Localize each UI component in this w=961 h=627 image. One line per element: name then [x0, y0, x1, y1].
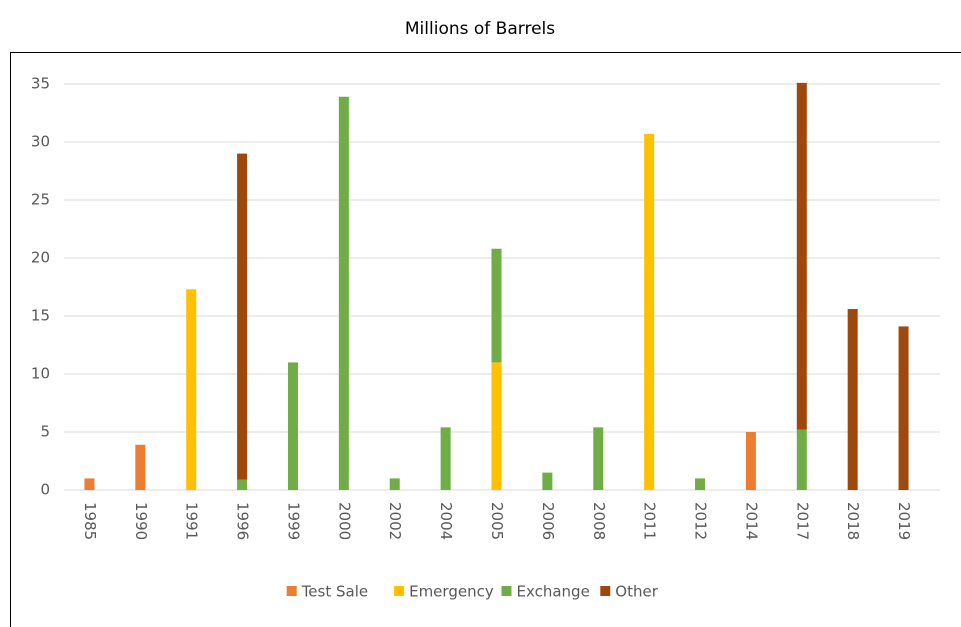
x-tick-label: 1999	[284, 502, 302, 540]
x-tick-label: 2004	[437, 502, 455, 540]
bar-segment	[847, 309, 858, 490]
bar-segment	[84, 478, 95, 490]
x-tick-label: 2018	[844, 502, 862, 540]
bar-segment	[186, 289, 197, 490]
legend-swatch	[286, 586, 297, 596]
bar-segment	[237, 153, 248, 480]
x-tick-label: 1991	[183, 502, 201, 540]
x-tick-label: 1996	[234, 502, 252, 540]
legend-swatch	[600, 586, 611, 596]
x-tick-label: 2011	[641, 502, 659, 540]
x-tick-label: 2012	[692, 502, 710, 540]
bar-segment	[898, 326, 909, 490]
chart-subtitle: Millions of Barrels	[405, 19, 555, 39]
bar-segment	[491, 248, 502, 363]
legend-swatch	[501, 586, 512, 596]
legend-label: Other	[615, 583, 658, 601]
y-tick-label: 35	[31, 75, 50, 93]
y-tick-label: 15	[31, 307, 50, 325]
x-tick-label: 2019	[895, 502, 913, 540]
x-tick-label: 1985	[81, 502, 99, 540]
x-tick-label: 2014	[742, 502, 760, 540]
x-tick-label: 2008	[590, 502, 608, 540]
bar-segment	[389, 478, 400, 490]
y-tick-label: 0	[40, 481, 50, 499]
x-tick-label: 1990	[132, 502, 150, 540]
y-tick-label: 20	[31, 249, 50, 267]
legend-swatch	[394, 586, 405, 596]
bar-segment	[135, 444, 146, 490]
legend-label: Test Sale	[301, 583, 368, 601]
bar-segment	[593, 427, 604, 490]
y-tick-label: 25	[31, 191, 50, 209]
x-tick-label: 2005	[488, 502, 506, 540]
bar-segment	[542, 472, 553, 490]
y-tick-label: 10	[31, 365, 50, 383]
bar-segment	[287, 362, 298, 490]
bar-segment	[338, 96, 349, 490]
bar-segment	[796, 82, 807, 430]
y-tick-label: 5	[40, 423, 50, 441]
bar-segment	[796, 429, 807, 490]
legend-label: Exchange	[517, 583, 590, 601]
legend-label: Emergency	[409, 583, 494, 601]
bar-segment	[745, 432, 756, 490]
bar-segment	[695, 478, 706, 490]
bar-segment	[644, 133, 655, 490]
x-tick-label: 2002	[386, 502, 404, 540]
bar-segment	[237, 479, 248, 490]
x-tick-label: 2000	[335, 502, 353, 540]
bar-segment	[491, 362, 502, 490]
x-tick-label: 2017	[793, 502, 811, 540]
y-tick-label: 30	[31, 133, 50, 151]
x-tick-label: 2006	[539, 502, 557, 540]
bar-segment	[440, 427, 451, 490]
